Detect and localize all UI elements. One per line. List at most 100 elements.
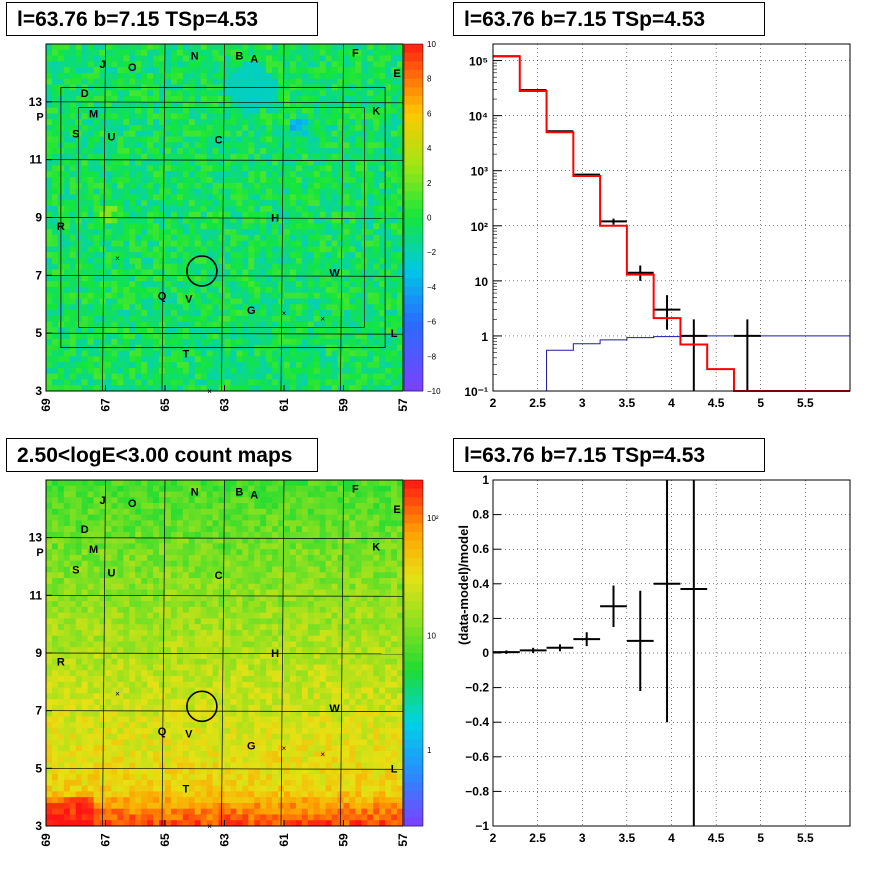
map-pixel (165, 670, 172, 677)
map-pixel (236, 217, 243, 224)
map-pixel (313, 159, 321, 166)
map-pixel (260, 55, 267, 62)
map-pixel (272, 356, 279, 363)
map-pixel (129, 739, 136, 746)
map-pixel (355, 177, 362, 184)
map-pixel (194, 229, 202, 236)
map-pixel (230, 136, 237, 143)
map-pixel (176, 234, 184, 242)
map-pixel (141, 802, 148, 810)
map-pixel (230, 252, 237, 259)
map-pixel (99, 635, 106, 642)
map-pixel (117, 664, 124, 671)
map-pixel (147, 275, 154, 282)
map-pixel (51, 802, 59, 810)
map-pixel (230, 217, 237, 224)
map-pixel (242, 90, 249, 97)
grid-line (45, 274, 404, 277)
map-pixel (159, 292, 166, 299)
map-pixel (123, 779, 130, 787)
map-pixel (325, 269, 332, 276)
map-pixel (129, 745, 136, 752)
map-pixel (135, 246, 142, 253)
map-pixel (367, 90, 374, 97)
map-pixel (153, 281, 160, 288)
map-pixel (129, 148, 136, 155)
map-pixel (57, 624, 65, 631)
map-pixel (165, 350, 172, 357)
map-pixel (397, 148, 404, 155)
map-pixel (278, 72, 285, 80)
map-pixel (165, 485, 172, 492)
map-pixel (46, 710, 53, 717)
map-pixel (254, 182, 261, 189)
map-pixel (75, 373, 83, 380)
map-pixel (141, 327, 148, 334)
map-pixel (236, 44, 243, 51)
map-pixel (111, 188, 118, 195)
map-pixel (397, 177, 404, 184)
map-pixel (129, 774, 136, 781)
map-pixel (117, 802, 124, 810)
map-pixel (218, 217, 225, 224)
map-pixel (224, 90, 231, 97)
map-pixel (349, 263, 356, 270)
map-pixel (337, 229, 344, 236)
map-pixel (266, 119, 273, 126)
map-pixel (141, 49, 148, 56)
map-pixel (57, 350, 65, 357)
map-pixel (51, 670, 59, 677)
map-pixel (153, 549, 160, 556)
map-pixel (188, 159, 196, 166)
map-pixel (236, 153, 243, 161)
map-pixel (313, 148, 321, 155)
map-pixel (182, 304, 190, 311)
map-pixel (135, 676, 142, 683)
map-pixel (349, 142, 356, 149)
map-pixel (75, 768, 83, 775)
map-pixel (165, 716, 172, 723)
map-pixel (57, 385, 65, 392)
map-pixel (159, 153, 166, 161)
map-pixel (105, 820, 112, 827)
map-pixel (117, 537, 124, 544)
map-pixel (129, 670, 136, 677)
map-pixel (337, 177, 344, 184)
map-pixel (129, 808, 136, 815)
map-pixel (170, 188, 178, 195)
map-pixel (289, 107, 297, 114)
map-pixel (105, 681, 112, 688)
map-pixel (117, 223, 124, 230)
map-pixel (355, 350, 362, 357)
map-pixel (373, 333, 380, 340)
map-pixel (313, 356, 321, 363)
map-pixel (165, 362, 172, 369)
map-pixel (129, 554, 136, 562)
map-pixel (331, 171, 338, 178)
map-pixel (176, 223, 184, 230)
map-pixel (46, 508, 53, 515)
map-pixel (194, 269, 202, 276)
map-pixel (141, 246, 148, 253)
map-pixel (105, 514, 112, 521)
map-pixel (135, 338, 142, 346)
map-pixel (63, 739, 71, 746)
map-pixel (93, 310, 100, 317)
map-pixel (391, 269, 398, 276)
map-pixel (301, 205, 309, 213)
map-pixel (218, 298, 225, 305)
map-pixel (331, 350, 338, 357)
map-pixel (176, 142, 184, 149)
map-pixel (123, 49, 130, 56)
map-pixel (194, 321, 202, 328)
map-pixel (248, 362, 255, 369)
map-pixel (301, 223, 309, 230)
map-pixel (153, 96, 160, 103)
map-pixel (57, 618, 65, 625)
map-pixel (206, 356, 213, 363)
map-pixel (391, 356, 398, 363)
map-pixel (135, 618, 142, 625)
map-pixel (63, 710, 71, 717)
map-pixel (57, 549, 65, 556)
map-pixel (135, 779, 142, 787)
